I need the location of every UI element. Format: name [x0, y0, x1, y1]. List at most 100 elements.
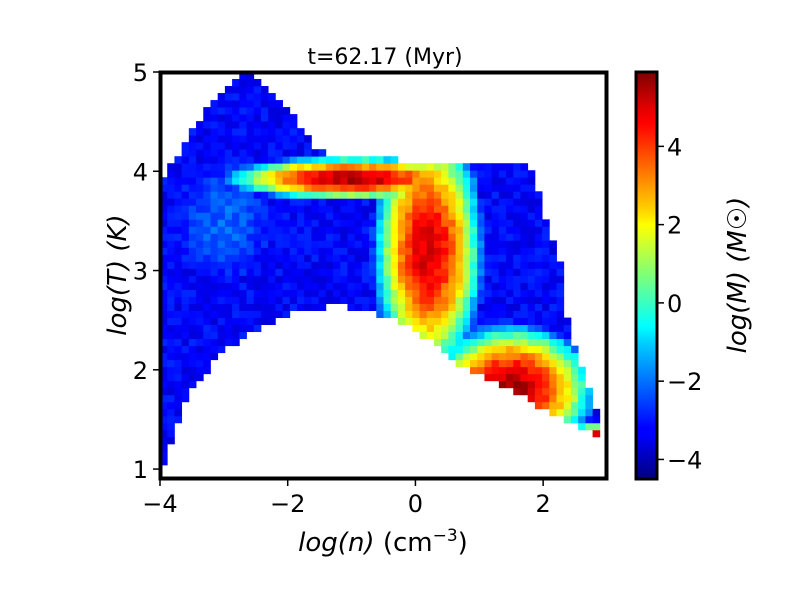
heatmap-cell [246, 100, 255, 108]
heatmap-cell [484, 317, 493, 326]
heatmap-cell [506, 205, 514, 213]
heatmap-cell [448, 254, 456, 262]
heatmap-cell [549, 380, 557, 389]
heatmap-cell [520, 282, 529, 290]
heatmap-cell [383, 219, 392, 227]
heatmap-cell [477, 240, 485, 248]
heatmap-cell [181, 359, 190, 368]
heatmap-cell [534, 359, 543, 368]
heatmap-cell [260, 177, 269, 185]
heatmap-cell [383, 268, 392, 276]
heatmap-cell [585, 394, 593, 403]
heatmap-cell [260, 149, 269, 157]
heatmap-cell [203, 359, 211, 368]
heatmap-cell [542, 401, 550, 410]
colorbar-tick-label: 2 [667, 212, 682, 240]
heatmap-cell [188, 289, 197, 297]
heatmap-cell [462, 198, 471, 206]
heatmap-cell [498, 170, 507, 178]
heatmap-cell [412, 170, 420, 178]
heatmap-cell [217, 219, 226, 227]
heatmap-cell [361, 303, 370, 311]
heatmap-cell [232, 240, 240, 248]
heatmap-cell [549, 359, 557, 368]
heatmap-cell [484, 268, 493, 276]
heatmap-cell [246, 310, 255, 319]
heatmap-cell [498, 331, 507, 340]
heatmap-cell [181, 184, 190, 192]
heatmap-cell [513, 268, 521, 276]
heatmap-cell [253, 289, 262, 297]
heatmap-cell [340, 268, 348, 276]
heatmap-cell [268, 296, 276, 304]
heatmap-cell [347, 156, 356, 164]
heatmap-cell [224, 275, 233, 283]
heatmap-cell [210, 303, 219, 311]
heatmap-cell [232, 114, 240, 122]
heatmap-cell [491, 261, 500, 269]
heatmap-cell [325, 233, 334, 241]
heatmap-cell [174, 359, 183, 368]
heatmap-cell [542, 324, 550, 333]
heatmap-cell [448, 226, 456, 234]
heatmap-cell [578, 408, 586, 417]
heatmap-cell [260, 247, 269, 255]
heatmap-cell [333, 282, 341, 290]
heatmap-cell [542, 310, 550, 319]
heatmap-cell [296, 184, 305, 192]
heatmap-cell [160, 450, 168, 459]
heatmap-cell [549, 254, 557, 262]
heatmap-cell [520, 254, 529, 262]
heatmap-cell [513, 205, 521, 213]
heatmap-cell [188, 261, 197, 269]
heatmap-cell [484, 212, 493, 220]
heatmap-cell [167, 408, 175, 417]
heatmap-cell [462, 191, 471, 199]
heatmap-cell [246, 233, 255, 241]
heatmap-cell [188, 338, 197, 347]
heatmap-cell [232, 156, 240, 164]
heatmap-cell [268, 142, 276, 150]
heatmap-cell [174, 366, 183, 375]
heatmap-cell [506, 380, 514, 389]
heatmap-cell [498, 317, 507, 326]
heatmap-cell [217, 177, 226, 185]
heatmap-cell [188, 184, 197, 192]
heatmap-cell [361, 198, 370, 206]
heatmap-cell [268, 268, 276, 276]
heatmap-cell [325, 191, 334, 199]
heatmap-cell [506, 163, 514, 171]
heatmap-cell [477, 331, 485, 340]
heatmap-cell [188, 310, 197, 319]
heatmap-cell [347, 275, 356, 283]
heatmap-cell [296, 205, 305, 213]
heatmap-cell [167, 366, 175, 375]
heatmap-cell [419, 191, 428, 199]
heatmap-cell [570, 408, 579, 417]
heatmap-cell [426, 310, 435, 319]
heatmap-cell [174, 373, 183, 382]
heatmap-cell [477, 289, 485, 297]
heatmap-cell [513, 310, 521, 319]
heatmap-cell [520, 373, 529, 382]
heatmap-cell [203, 317, 211, 326]
heatmap-cell [196, 352, 204, 361]
heatmap-cell [217, 184, 226, 192]
heatmap-cell [318, 268, 327, 276]
heatmap-cell [361, 191, 370, 199]
heatmap-cell [318, 254, 327, 262]
heatmap-cell [534, 303, 543, 311]
heatmap-cell [513, 373, 521, 382]
heatmap-cell [260, 121, 269, 129]
heatmap-cell [527, 226, 536, 234]
heatmap-cell [181, 219, 190, 227]
heatmap-cell [376, 191, 384, 199]
heatmap-cell [239, 233, 247, 241]
heatmap-cell [354, 282, 363, 290]
heatmap-cell [477, 170, 485, 178]
heatmap-cell [506, 247, 514, 255]
heatmap-cell [470, 261, 478, 269]
heatmap-cell [405, 296, 413, 304]
heatmap-cell [224, 163, 233, 171]
heatmap-cell [397, 205, 406, 213]
